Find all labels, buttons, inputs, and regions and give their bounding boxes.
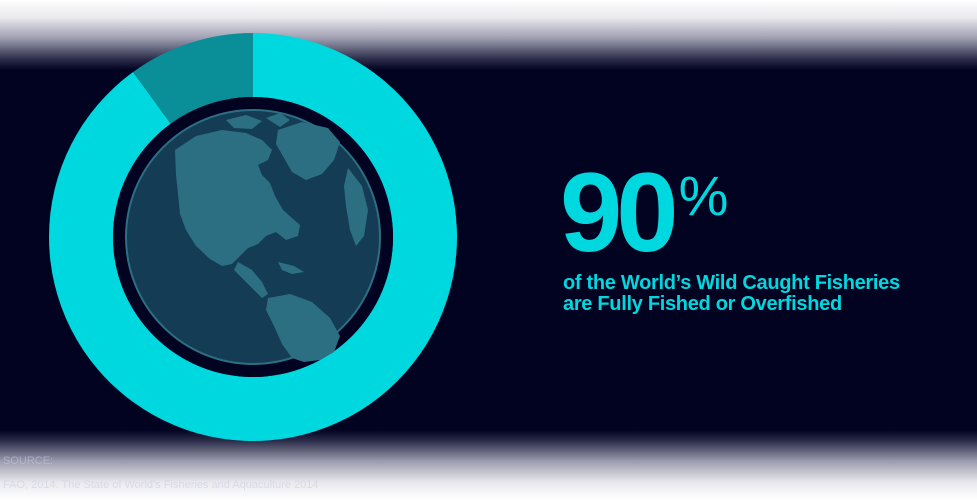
donut-slice-fished bbox=[48, 33, 457, 441]
source-citation: FAO, 2014. The State of World’s Fisherie… bbox=[3, 479, 319, 491]
headline-value: 90 bbox=[560, 150, 679, 275]
caption-line-2: are Fully Fished or Overfished bbox=[563, 293, 842, 315]
donut-slice-remainder bbox=[133, 32, 253, 124]
source-note: SOURCE: FAO, 2014. The State of World’s … bbox=[3, 454, 319, 492]
earth-globe-icon bbox=[125, 109, 381, 365]
donut-slices bbox=[48, 32, 457, 441]
headline-caption: of the World’s Wild Caught Fisheries are… bbox=[563, 273, 973, 315]
headline-unit: % bbox=[678, 164, 729, 227]
caption-line-1: of the World’s Wild Caught Fisheries bbox=[563, 272, 900, 294]
headline-percentage: 90% bbox=[560, 150, 729, 275]
bottom-fade bbox=[0, 430, 977, 500]
source-label: SOURCE: bbox=[3, 455, 54, 467]
